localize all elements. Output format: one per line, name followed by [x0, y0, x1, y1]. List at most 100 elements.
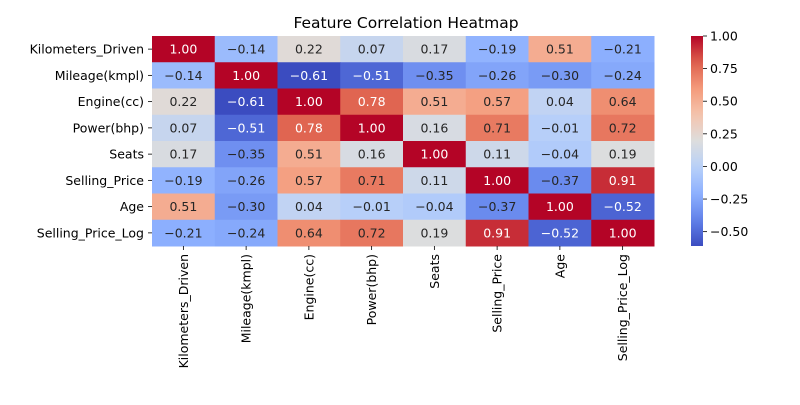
colorbar-tick-label: −0.25 — [710, 192, 748, 207]
row-tick-label: Engine(cc) — [78, 94, 144, 109]
cell-value-label: −0.24 — [603, 68, 641, 83]
colorbar-tick-label: 0.00 — [710, 159, 738, 174]
cell-value-label: 0.04 — [546, 94, 574, 109]
column-tick-label: Kilometers_Driven — [176, 254, 191, 368]
row-tick-label: Age — [120, 199, 144, 214]
heatmap-cell — [340, 167, 404, 194]
colorbar-tick-label: 0.25 — [710, 126, 738, 141]
cell-value-label: −0.04 — [541, 147, 579, 162]
heatmap-cell — [528, 219, 592, 247]
heatmap-cell — [214, 141, 278, 168]
heatmap-cell — [591, 114, 655, 142]
heatmap-cell — [528, 114, 592, 142]
cell-value-label: −0.35 — [227, 147, 265, 162]
heatmap-cell — [340, 141, 404, 168]
cell-value-label: −0.61 — [227, 94, 265, 109]
cell-value-label: −0.19 — [478, 42, 516, 57]
row-tick-label: Mileage(kmpl) — [55, 68, 144, 83]
heatmap-cell — [591, 193, 655, 221]
heatmap-cell — [403, 167, 467, 194]
colorbar-tick-label: 0.75 — [710, 61, 738, 76]
row-tick-label: Power(bhp) — [73, 120, 144, 135]
cell-value-label: 0.22 — [295, 42, 323, 57]
heatmap-cell — [214, 219, 278, 247]
cell-value-label: 0.17 — [420, 42, 448, 57]
column-tick-label: Seats — [427, 254, 442, 289]
cell-value-label: −0.26 — [227, 173, 265, 188]
cell-value-label: 0.11 — [420, 173, 448, 188]
cell-value-label: 0.64 — [295, 225, 323, 240]
cell-value-label: 1.00 — [483, 173, 511, 188]
cell-value-label: 0.91 — [609, 173, 637, 188]
heatmap-cell — [277, 88, 341, 116]
cell-value-label: −0.19 — [164, 173, 202, 188]
cell-value-label: 1.00 — [609, 225, 637, 240]
heatmap-cell — [528, 193, 592, 221]
heatmap-cell — [214, 193, 278, 221]
heatmap-cell — [214, 36, 278, 63]
heatmap-cell — [591, 219, 655, 247]
cell-value-label: −0.24 — [227, 225, 265, 240]
heatmap-cell — [277, 219, 341, 247]
cell-value-label: −0.01 — [352, 199, 390, 214]
heatmap-cell — [152, 193, 216, 221]
heatmap-cell — [591, 141, 655, 168]
heatmap-cell — [340, 36, 404, 63]
cell-value-label: 0.72 — [609, 120, 637, 135]
heatmap-cell — [277, 141, 341, 168]
heatmap-cell — [340, 193, 404, 221]
cell-value-label: 1.00 — [169, 42, 197, 57]
cell-value-label: −0.21 — [603, 42, 641, 57]
heatmap-cell — [403, 193, 467, 221]
column-tick-label: Power(bhp) — [364, 254, 379, 325]
cell-value-label: 1.00 — [546, 199, 574, 214]
cell-value-label: −0.35 — [415, 68, 453, 83]
heatmap-cell — [528, 36, 592, 63]
cell-value-label: −0.21 — [164, 225, 202, 240]
cell-value-label: −0.51 — [227, 120, 265, 135]
heatmap-cell — [152, 114, 216, 142]
cell-value-label: 0.71 — [483, 120, 511, 135]
cell-value-label: 0.19 — [609, 147, 637, 162]
cell-value-label: 0.51 — [420, 94, 448, 109]
heatmap-cell — [277, 167, 341, 194]
cell-value-label: 0.07 — [358, 42, 386, 57]
heatmap-cell — [403, 114, 467, 142]
heatmap-cell — [591, 62, 655, 89]
row-tick-label: Selling_Price — [65, 173, 144, 188]
heatmap-cell — [152, 219, 216, 247]
heatmap-cell — [152, 167, 216, 194]
heatmap-cell — [152, 36, 216, 63]
cell-value-label: 1.00 — [420, 147, 448, 162]
cell-value-label: 0.51 — [295, 147, 323, 162]
colorbar: 1.00 0.75 0.50 0.25 0.00 −0.25 −0.50 — [691, 29, 748, 246]
row-tick-label: Seats — [109, 147, 144, 162]
cell-value-label: 0.17 — [169, 147, 197, 162]
heatmap-cell — [214, 167, 278, 194]
cell-value-label: 0.78 — [358, 94, 386, 109]
heatmap-cell — [465, 219, 529, 247]
heatmap-cell — [465, 193, 529, 221]
heatmap-cell — [465, 36, 529, 63]
row-tick-labels: Kilometers_Driven Mileage(kmpl) Engine(cc)… — [30, 42, 152, 240]
cell-value-label: −0.30 — [227, 199, 265, 214]
heatmap-cell — [277, 62, 341, 89]
heatmap-cell — [528, 141, 592, 168]
colorbar-tick-label: −0.50 — [710, 224, 748, 239]
cell-value-label: 0.64 — [609, 94, 637, 109]
cell-value-label: −0.04 — [415, 199, 453, 214]
heatmap-cell — [214, 114, 278, 142]
heatmap-cell — [340, 219, 404, 247]
heatmap-cell — [277, 36, 341, 63]
column-tick-label: Selling_Price_Log — [615, 254, 630, 361]
cell-value-label: −0.37 — [478, 199, 516, 214]
column-tick-label: Engine(cc) — [301, 254, 316, 320]
heatmap-cell — [340, 62, 404, 89]
heatmap-cell — [465, 114, 529, 142]
cell-value-label: 1.00 — [232, 68, 260, 83]
heatmap-cell — [403, 36, 467, 63]
cell-value-label: −0.52 — [603, 199, 641, 214]
cell-value-label: 0.51 — [169, 199, 197, 214]
